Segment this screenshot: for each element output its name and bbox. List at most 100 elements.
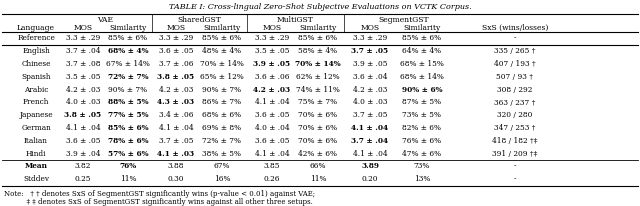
Text: 3.7 ± .06: 3.7 ± .06: [159, 60, 193, 68]
Text: 74% ± 11%: 74% ± 11%: [296, 85, 340, 93]
Text: 3.6 ± .05: 3.6 ± .05: [66, 136, 100, 144]
Text: 68% ± 4%: 68% ± 4%: [108, 47, 148, 55]
Text: English: English: [22, 47, 50, 55]
Text: 85% ± 6%: 85% ± 6%: [202, 34, 241, 42]
Text: 0.26: 0.26: [264, 174, 280, 183]
Text: Italian: Italian: [24, 136, 48, 144]
Text: 3.89: 3.89: [361, 162, 379, 170]
Text: 68% ± 14%: 68% ± 14%: [400, 73, 444, 81]
Text: 13%: 13%: [414, 174, 430, 183]
Text: 90% ± 7%: 90% ± 7%: [108, 85, 148, 93]
Text: 70% ± 6%: 70% ± 6%: [298, 111, 337, 119]
Text: 4.0 ± .03: 4.0 ± .03: [66, 98, 100, 106]
Text: 4.1 ± .04: 4.1 ± .04: [66, 124, 100, 131]
Text: 3.8 ± .05: 3.8 ± .05: [65, 111, 102, 119]
Text: 3.7 ± .05: 3.7 ± .05: [353, 111, 387, 119]
Text: 335 / 265 †: 335 / 265 †: [494, 47, 536, 55]
Text: 70% ± 6%: 70% ± 6%: [298, 136, 337, 144]
Text: 42% ± 6%: 42% ± 6%: [298, 149, 337, 157]
Text: VAE: VAE: [97, 16, 113, 24]
Text: SegmentGST: SegmentGST: [379, 16, 429, 24]
Text: 4.1 ± .03: 4.1 ± .03: [157, 149, 195, 157]
Text: SxS (wins/losses): SxS (wins/losses): [482, 24, 548, 32]
Text: 4.2 ± .03: 4.2 ± .03: [353, 85, 387, 93]
Text: 73%: 73%: [414, 162, 430, 170]
Text: 75% ± 7%: 75% ± 7%: [298, 98, 337, 106]
Text: 507 / 93 †: 507 / 93 †: [497, 73, 534, 81]
Text: 3.7 ± .04: 3.7 ± .04: [66, 47, 100, 55]
Text: 0.20: 0.20: [362, 174, 378, 183]
Text: 76%: 76%: [120, 162, 136, 170]
Text: 3.6 ± .05: 3.6 ± .05: [255, 111, 289, 119]
Text: 4.1 ± .04: 4.1 ± .04: [255, 149, 289, 157]
Text: Japanese: Japanese: [19, 111, 53, 119]
Text: 57% ± 6%: 57% ± 6%: [108, 149, 148, 157]
Text: 70% ± 14%: 70% ± 14%: [295, 60, 341, 68]
Text: 4.2 ± .03: 4.2 ± .03: [159, 85, 193, 93]
Text: -: -: [514, 174, 516, 183]
Text: 3.85: 3.85: [264, 162, 280, 170]
Text: 3.7 ± .05: 3.7 ± .05: [159, 136, 193, 144]
Text: 85% ± 6%: 85% ± 6%: [298, 34, 337, 42]
Text: TABLE I: Cross-lingual Zero-Shot Subjective Evaluations on VCTK Corpus.: TABLE I: Cross-lingual Zero-Shot Subject…: [169, 3, 471, 11]
Text: 67%: 67%: [214, 162, 230, 170]
Text: Similarity: Similarity: [300, 24, 337, 32]
Text: Chinese: Chinese: [21, 60, 51, 68]
Text: 4.2 ± .03: 4.2 ± .03: [66, 85, 100, 93]
Text: MOS: MOS: [74, 24, 93, 32]
Text: 308 / 292: 308 / 292: [497, 85, 532, 93]
Text: French: French: [23, 98, 49, 106]
Text: 85% ± 6%: 85% ± 6%: [403, 34, 442, 42]
Text: 76% ± 6%: 76% ± 6%: [403, 136, 442, 144]
Text: Hindi: Hindi: [26, 149, 46, 157]
Text: 16%: 16%: [214, 174, 230, 183]
Text: 3.6 ± .04: 3.6 ± .04: [353, 73, 387, 81]
Text: 3.6 ± .05: 3.6 ± .05: [255, 136, 289, 144]
Text: 11%: 11%: [310, 174, 326, 183]
Text: 3.82: 3.82: [75, 162, 91, 170]
Text: 62% ± 12%: 62% ± 12%: [296, 73, 340, 81]
Text: 3.3 ± .29: 3.3 ± .29: [255, 34, 289, 42]
Text: 3.5 ± .05: 3.5 ± .05: [66, 73, 100, 81]
Text: 85% ± 6%: 85% ± 6%: [108, 34, 148, 42]
Text: 363 / 237 †: 363 / 237 †: [494, 98, 536, 106]
Text: 38% ± 5%: 38% ± 5%: [202, 149, 241, 157]
Text: -: -: [514, 162, 516, 170]
Text: MOS: MOS: [360, 24, 380, 32]
Text: 3.3 ± .29: 3.3 ± .29: [66, 34, 100, 42]
Text: 4.3 ± .03: 4.3 ± .03: [157, 98, 195, 106]
Text: 0.30: 0.30: [168, 174, 184, 183]
Text: 70% ± 14%: 70% ± 14%: [200, 60, 244, 68]
Text: Spanish: Spanish: [21, 73, 51, 81]
Text: 66%: 66%: [310, 162, 326, 170]
Text: 4.1 ± .04: 4.1 ± .04: [159, 124, 193, 131]
Text: 11%: 11%: [120, 174, 136, 183]
Text: 4.1 ± .04: 4.1 ± .04: [353, 149, 387, 157]
Text: 4.0 ± .04: 4.0 ± .04: [255, 124, 289, 131]
Text: 3.9 ± .04: 3.9 ± .04: [66, 149, 100, 157]
Text: 72% ± 7%: 72% ± 7%: [202, 136, 241, 144]
Text: 65% ± 12%: 65% ± 12%: [200, 73, 244, 81]
Text: 4.1 ± .04: 4.1 ± .04: [351, 124, 388, 131]
Text: Similarity: Similarity: [403, 24, 440, 32]
Text: 90% ± 7%: 90% ± 7%: [202, 85, 241, 93]
Text: 3.88: 3.88: [168, 162, 184, 170]
Text: MOS: MOS: [262, 24, 282, 32]
Text: 78% ± 6%: 78% ± 6%: [108, 136, 148, 144]
Text: 3.8 ± .05: 3.8 ± .05: [157, 73, 195, 81]
Text: 347 / 253 †: 347 / 253 †: [494, 124, 536, 131]
Text: 73% ± 5%: 73% ± 5%: [403, 111, 442, 119]
Text: 3.3 ± .29: 3.3 ± .29: [159, 34, 193, 42]
Text: Reference: Reference: [17, 34, 55, 42]
Text: Arabic: Arabic: [24, 85, 48, 93]
Text: -: -: [514, 34, 516, 42]
Text: 68% ± 6%: 68% ± 6%: [202, 111, 241, 119]
Text: 64% ± 4%: 64% ± 4%: [403, 47, 442, 55]
Text: 3.7 ± .08: 3.7 ± .08: [66, 60, 100, 68]
Text: 58% ± 4%: 58% ± 4%: [298, 47, 337, 55]
Text: 3.9 ± .05: 3.9 ± .05: [353, 60, 387, 68]
Text: 67% ± 14%: 67% ± 14%: [106, 60, 150, 68]
Text: Stddev: Stddev: [23, 174, 49, 183]
Text: 4.2 ± .03: 4.2 ± .03: [253, 85, 291, 93]
Text: 3.9 ± .05: 3.9 ± .05: [253, 60, 291, 68]
